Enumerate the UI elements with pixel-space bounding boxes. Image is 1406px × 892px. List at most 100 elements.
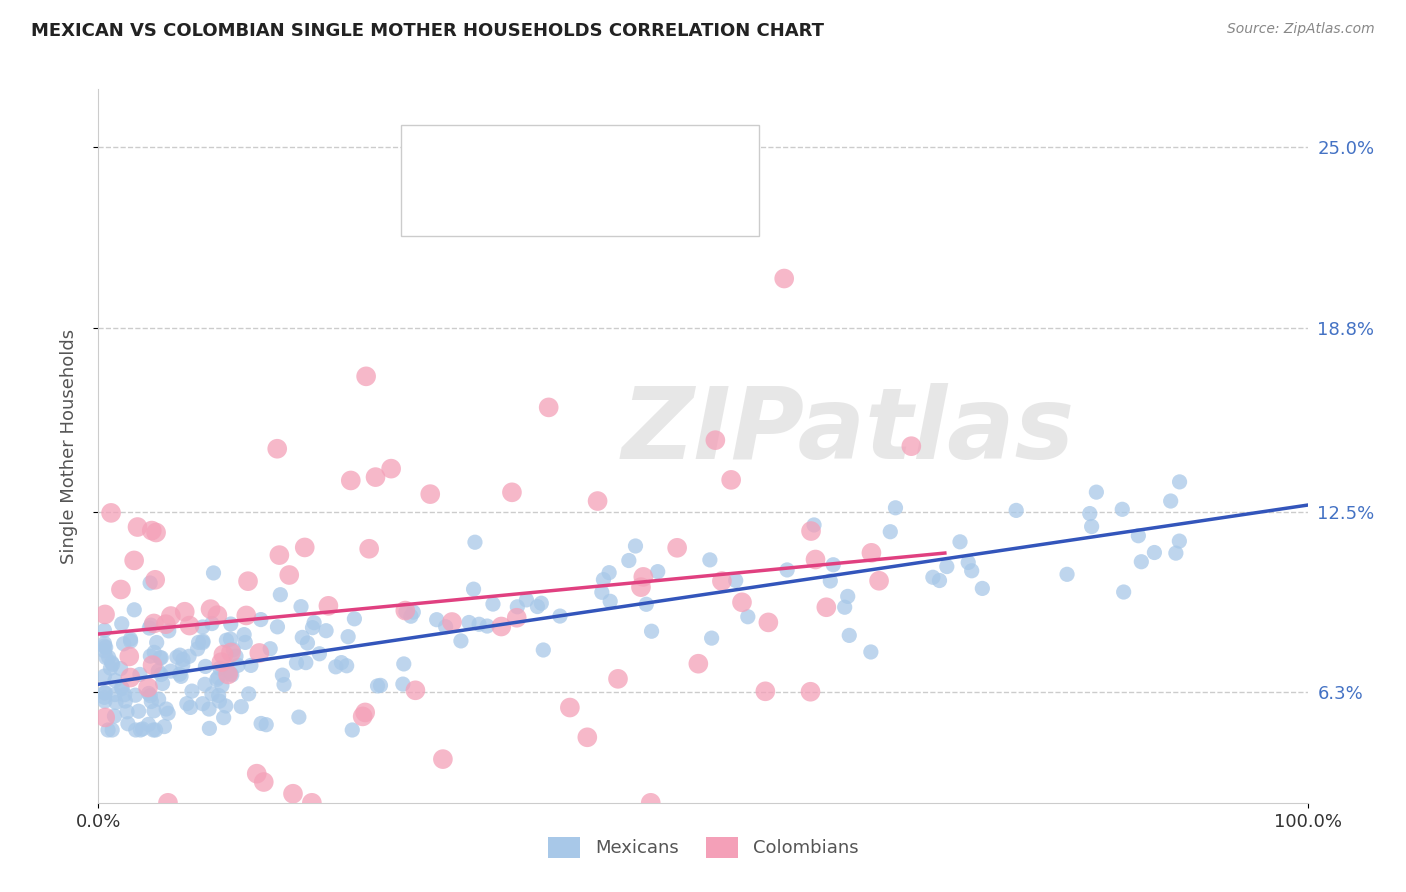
Point xyxy=(173,605,195,619)
Point xyxy=(166,650,188,665)
Point xyxy=(599,594,621,608)
Point xyxy=(150,650,173,665)
Point xyxy=(399,609,422,624)
Point xyxy=(404,683,426,698)
Point xyxy=(325,660,347,674)
Point xyxy=(273,677,295,691)
Point xyxy=(301,621,323,635)
Point xyxy=(143,645,166,659)
Point xyxy=(114,694,136,708)
Text: R =  0.162   N =  76: R = 0.162 N = 76 xyxy=(474,201,655,219)
Text: MEXICAN VS COLOMBIAN SINGLE MOTHER HOUSEHOLDS CORRELATION CHART: MEXICAN VS COLOMBIAN SINGLE MOTHER HOUSE… xyxy=(31,22,824,40)
Point xyxy=(148,664,170,678)
Point xyxy=(247,646,270,660)
Point xyxy=(254,717,277,731)
Point xyxy=(288,710,311,724)
Point xyxy=(710,574,733,588)
Point xyxy=(194,659,217,673)
Point xyxy=(125,723,148,737)
Point xyxy=(537,401,560,415)
Point xyxy=(233,627,256,641)
Point xyxy=(138,717,160,731)
Point xyxy=(359,541,381,556)
Point xyxy=(491,619,513,633)
Point xyxy=(104,688,127,702)
Point xyxy=(198,722,221,736)
Point xyxy=(101,723,124,737)
Point xyxy=(630,580,652,594)
Point xyxy=(120,632,142,646)
Point xyxy=(209,655,232,669)
Point xyxy=(94,650,117,665)
Point xyxy=(315,624,337,638)
Point xyxy=(598,566,620,580)
Point xyxy=(191,634,214,648)
Point xyxy=(94,694,117,708)
Point xyxy=(202,566,225,580)
Point xyxy=(187,641,209,656)
Point xyxy=(269,588,291,602)
Point xyxy=(111,681,134,696)
Point xyxy=(122,553,145,567)
Point xyxy=(259,641,281,656)
Point xyxy=(617,553,640,567)
Point xyxy=(1005,503,1028,517)
Point xyxy=(139,689,162,703)
Point xyxy=(219,666,242,681)
Point xyxy=(215,698,238,713)
Point xyxy=(93,624,115,638)
Point xyxy=(501,485,523,500)
Point xyxy=(586,494,609,508)
Point xyxy=(155,617,177,632)
Point xyxy=(253,775,276,789)
Point xyxy=(295,656,318,670)
Point xyxy=(170,669,193,683)
Point xyxy=(219,632,242,646)
Point xyxy=(207,671,229,685)
Point xyxy=(434,620,457,634)
Point xyxy=(1143,545,1166,559)
Point xyxy=(343,612,366,626)
Point xyxy=(803,518,825,533)
Point xyxy=(142,723,165,737)
Point xyxy=(419,487,441,501)
Point xyxy=(239,658,262,673)
Point xyxy=(558,700,581,714)
Point xyxy=(136,681,159,695)
Point xyxy=(131,722,153,736)
Point xyxy=(1078,507,1101,521)
Point xyxy=(219,645,242,659)
Point xyxy=(402,605,425,619)
Point xyxy=(957,556,980,570)
Point xyxy=(198,702,221,716)
Point xyxy=(278,568,301,582)
Point xyxy=(122,603,145,617)
Point xyxy=(463,582,485,597)
Point xyxy=(141,694,163,708)
Point xyxy=(367,679,389,693)
Point xyxy=(145,525,167,540)
Point xyxy=(149,650,172,665)
Point xyxy=(440,615,463,629)
Point xyxy=(141,658,163,673)
Point xyxy=(128,704,150,718)
Point xyxy=(640,796,662,810)
Point xyxy=(290,599,312,614)
Point xyxy=(281,787,304,801)
Point xyxy=(226,658,249,673)
Point xyxy=(176,697,198,711)
Point xyxy=(285,656,308,670)
Point xyxy=(860,546,883,560)
Point xyxy=(450,634,472,648)
Point xyxy=(392,677,415,691)
Point xyxy=(1112,585,1135,599)
Point xyxy=(688,657,710,671)
Point xyxy=(246,766,269,780)
Point xyxy=(160,609,183,624)
Point xyxy=(823,558,845,572)
Text: Source: ZipAtlas.com: Source: ZipAtlas.com xyxy=(1227,22,1375,37)
Point xyxy=(101,656,124,670)
Point xyxy=(395,605,418,619)
Point xyxy=(647,565,669,579)
Point xyxy=(222,642,245,657)
